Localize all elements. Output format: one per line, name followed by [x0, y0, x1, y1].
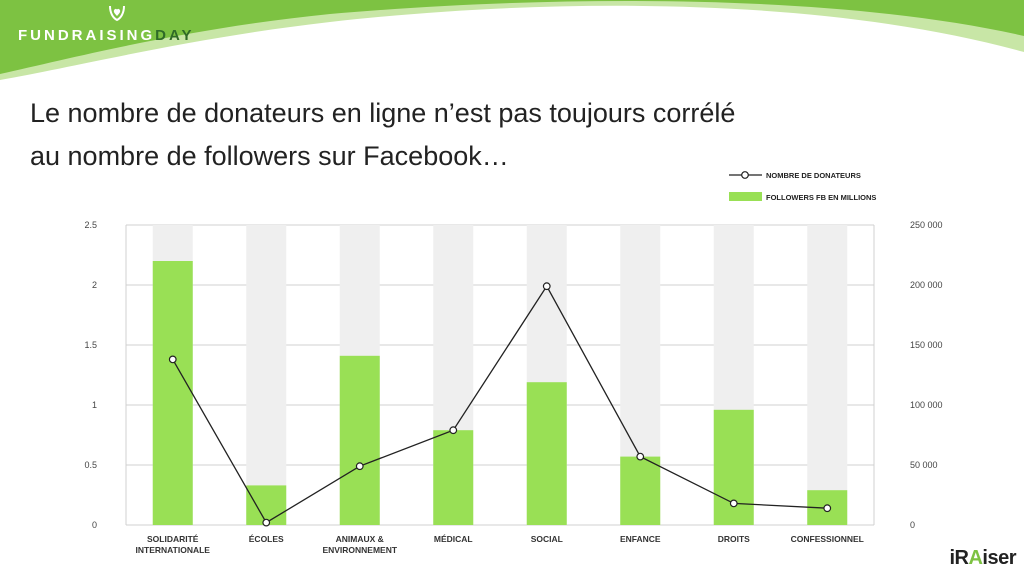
- brand-name-part2: DAY: [155, 27, 195, 44]
- donors-point: [636, 452, 645, 461]
- header-wave: [0, 0, 1024, 80]
- category-label: ENFANCE: [620, 534, 661, 544]
- legend-bar-swatch: [729, 192, 762, 201]
- bar: [713, 409, 754, 525]
- bar: [246, 485, 287, 525]
- y-left-tick-label: 2.5: [84, 220, 97, 230]
- category-label: CONFESSIONNEL: [791, 534, 864, 544]
- bar: [526, 382, 567, 525]
- hands-heart-icon: [109, 5, 125, 22]
- donors-point: [449, 426, 458, 435]
- bar: [620, 456, 661, 525]
- y-left-tick-label: 1.5: [84, 340, 97, 350]
- y-right-tick-label: 50 000: [910, 460, 938, 470]
- bar-background: [246, 225, 287, 525]
- category-label: SOCIAL: [531, 534, 563, 544]
- donors-point: [542, 282, 551, 291]
- bar: [433, 430, 474, 525]
- followers-donors-chart: 0 0.5 1 1.5 2 2.5 0 50 000 100 000 150 000 200 000…: [84, 171, 943, 555]
- iraiser-logo: iRAiser: [949, 547, 1016, 570]
- iraiser-logo-part3: iser: [982, 547, 1016, 569]
- brand-name-part1: FUNDRAISING: [18, 27, 156, 44]
- category-label: ENVIRONNEMENT: [322, 545, 397, 555]
- donors-point: [168, 355, 177, 364]
- y-right-tick-label: 250 000: [910, 220, 943, 230]
- donors-point: [823, 504, 832, 513]
- legend-label-donors: NOMBRE DE DONATEURS: [766, 171, 861, 180]
- iraiser-logo-part1: iR: [949, 547, 969, 569]
- donors-line: [172, 284, 828, 524]
- headline: Le nombre de donateurs en ligne n’est pa…: [30, 98, 736, 171]
- category-label: SOLIDARITÉ: [147, 534, 199, 544]
- y-right-tick-label: 200 000: [910, 280, 943, 290]
- category-label: MÉDICAL: [434, 534, 473, 544]
- bar: [152, 261, 193, 525]
- bar: [339, 355, 380, 525]
- y-left-tick-label: 1: [92, 400, 97, 410]
- iraiser-logo-part2: A: [968, 547, 983, 569]
- bar-background: [807, 225, 848, 525]
- donors-point: [729, 499, 738, 508]
- category-label: ANIMAUX &: [336, 534, 384, 544]
- donors-point: [355, 462, 364, 471]
- y-left-tick-label: 0.5: [84, 460, 97, 470]
- category-label: ÉCOLES: [249, 534, 284, 544]
- legend-line-marker: [741, 171, 749, 179]
- y-right-tick-label: 150 000: [910, 340, 943, 350]
- brand-name: FUNDRAISINGDAY: [18, 27, 194, 44]
- y-right-tick-label: 0: [910, 520, 915, 530]
- category-label: DROITS: [718, 534, 750, 544]
- y-right-tick-label: 100 000: [910, 400, 943, 410]
- y-left-tick-label: 0: [92, 520, 97, 530]
- category-label: INTERNATIONALE: [136, 545, 211, 555]
- legend-label-followers: FOLLOWERS FB EN MILLIONS: [766, 193, 876, 202]
- donors-point: [262, 518, 271, 527]
- y-left-tick-label: 2: [92, 280, 97, 290]
